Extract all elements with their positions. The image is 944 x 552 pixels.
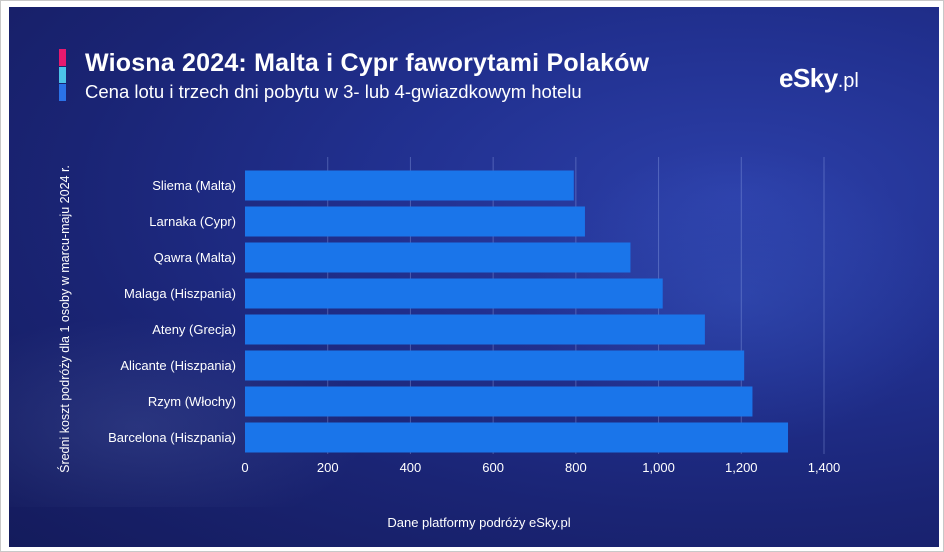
x-tick-label: 200	[317, 460, 339, 475]
bar-2	[245, 206, 585, 237]
x-tick-label: 400	[400, 460, 422, 475]
chart-subtitle: Cena lotu i trzech dni pobytu w 3- lub 4…	[85, 81, 582, 102]
source-note: Dane platformy podróży eSky.pl	[387, 515, 571, 530]
category-label: Larnaka (Cypr)	[149, 214, 236, 229]
bar-7	[245, 386, 753, 417]
bar-1	[245, 170, 574, 201]
category-label: Sliema (Malta)	[152, 178, 236, 193]
category-label: Qawra (Malta)	[154, 250, 236, 265]
x-tick-label: 1,400	[808, 460, 841, 475]
bar-4	[245, 278, 663, 309]
esky-logo: eSky.pl	[779, 63, 859, 94]
bar-chart: Sliema (Malta) Larnaka (Cypr) Qawra (Malta…	[108, 157, 841, 475]
category-label: Barcelona (Hiszpania)	[108, 430, 236, 445]
category-label: Rzym (Włochy)	[148, 394, 236, 409]
x-tick-label: 1,000	[642, 460, 675, 475]
bar-8	[245, 422, 789, 453]
x-tick-label: 1,200	[725, 460, 758, 475]
category-label: Alicante (Hiszpania)	[120, 358, 236, 373]
accent-bar-blue	[59, 84, 66, 101]
logo-brand: eSky	[779, 63, 838, 93]
x-tick-label: 600	[482, 460, 504, 475]
bar-6	[245, 350, 745, 381]
bar-5	[245, 314, 705, 345]
category-label: Ateny (Grecja)	[152, 322, 236, 337]
bar-3	[245, 242, 631, 273]
accent-bar-pink	[59, 49, 66, 66]
chart-panel: Wiosna 2024: Malta i Cypr faworytami Pol…	[9, 7, 939, 547]
x-tick-label: 800	[565, 460, 587, 475]
x-tick-label: 0	[241, 460, 248, 475]
logo-suffix: .pl	[837, 70, 859, 92]
chart-title: Wiosna 2024: Malta i Cypr faworytami Pol…	[85, 49, 650, 77]
category-label: Malaga (Hiszpania)	[124, 286, 236, 301]
accent-bar-cyan	[59, 67, 66, 83]
